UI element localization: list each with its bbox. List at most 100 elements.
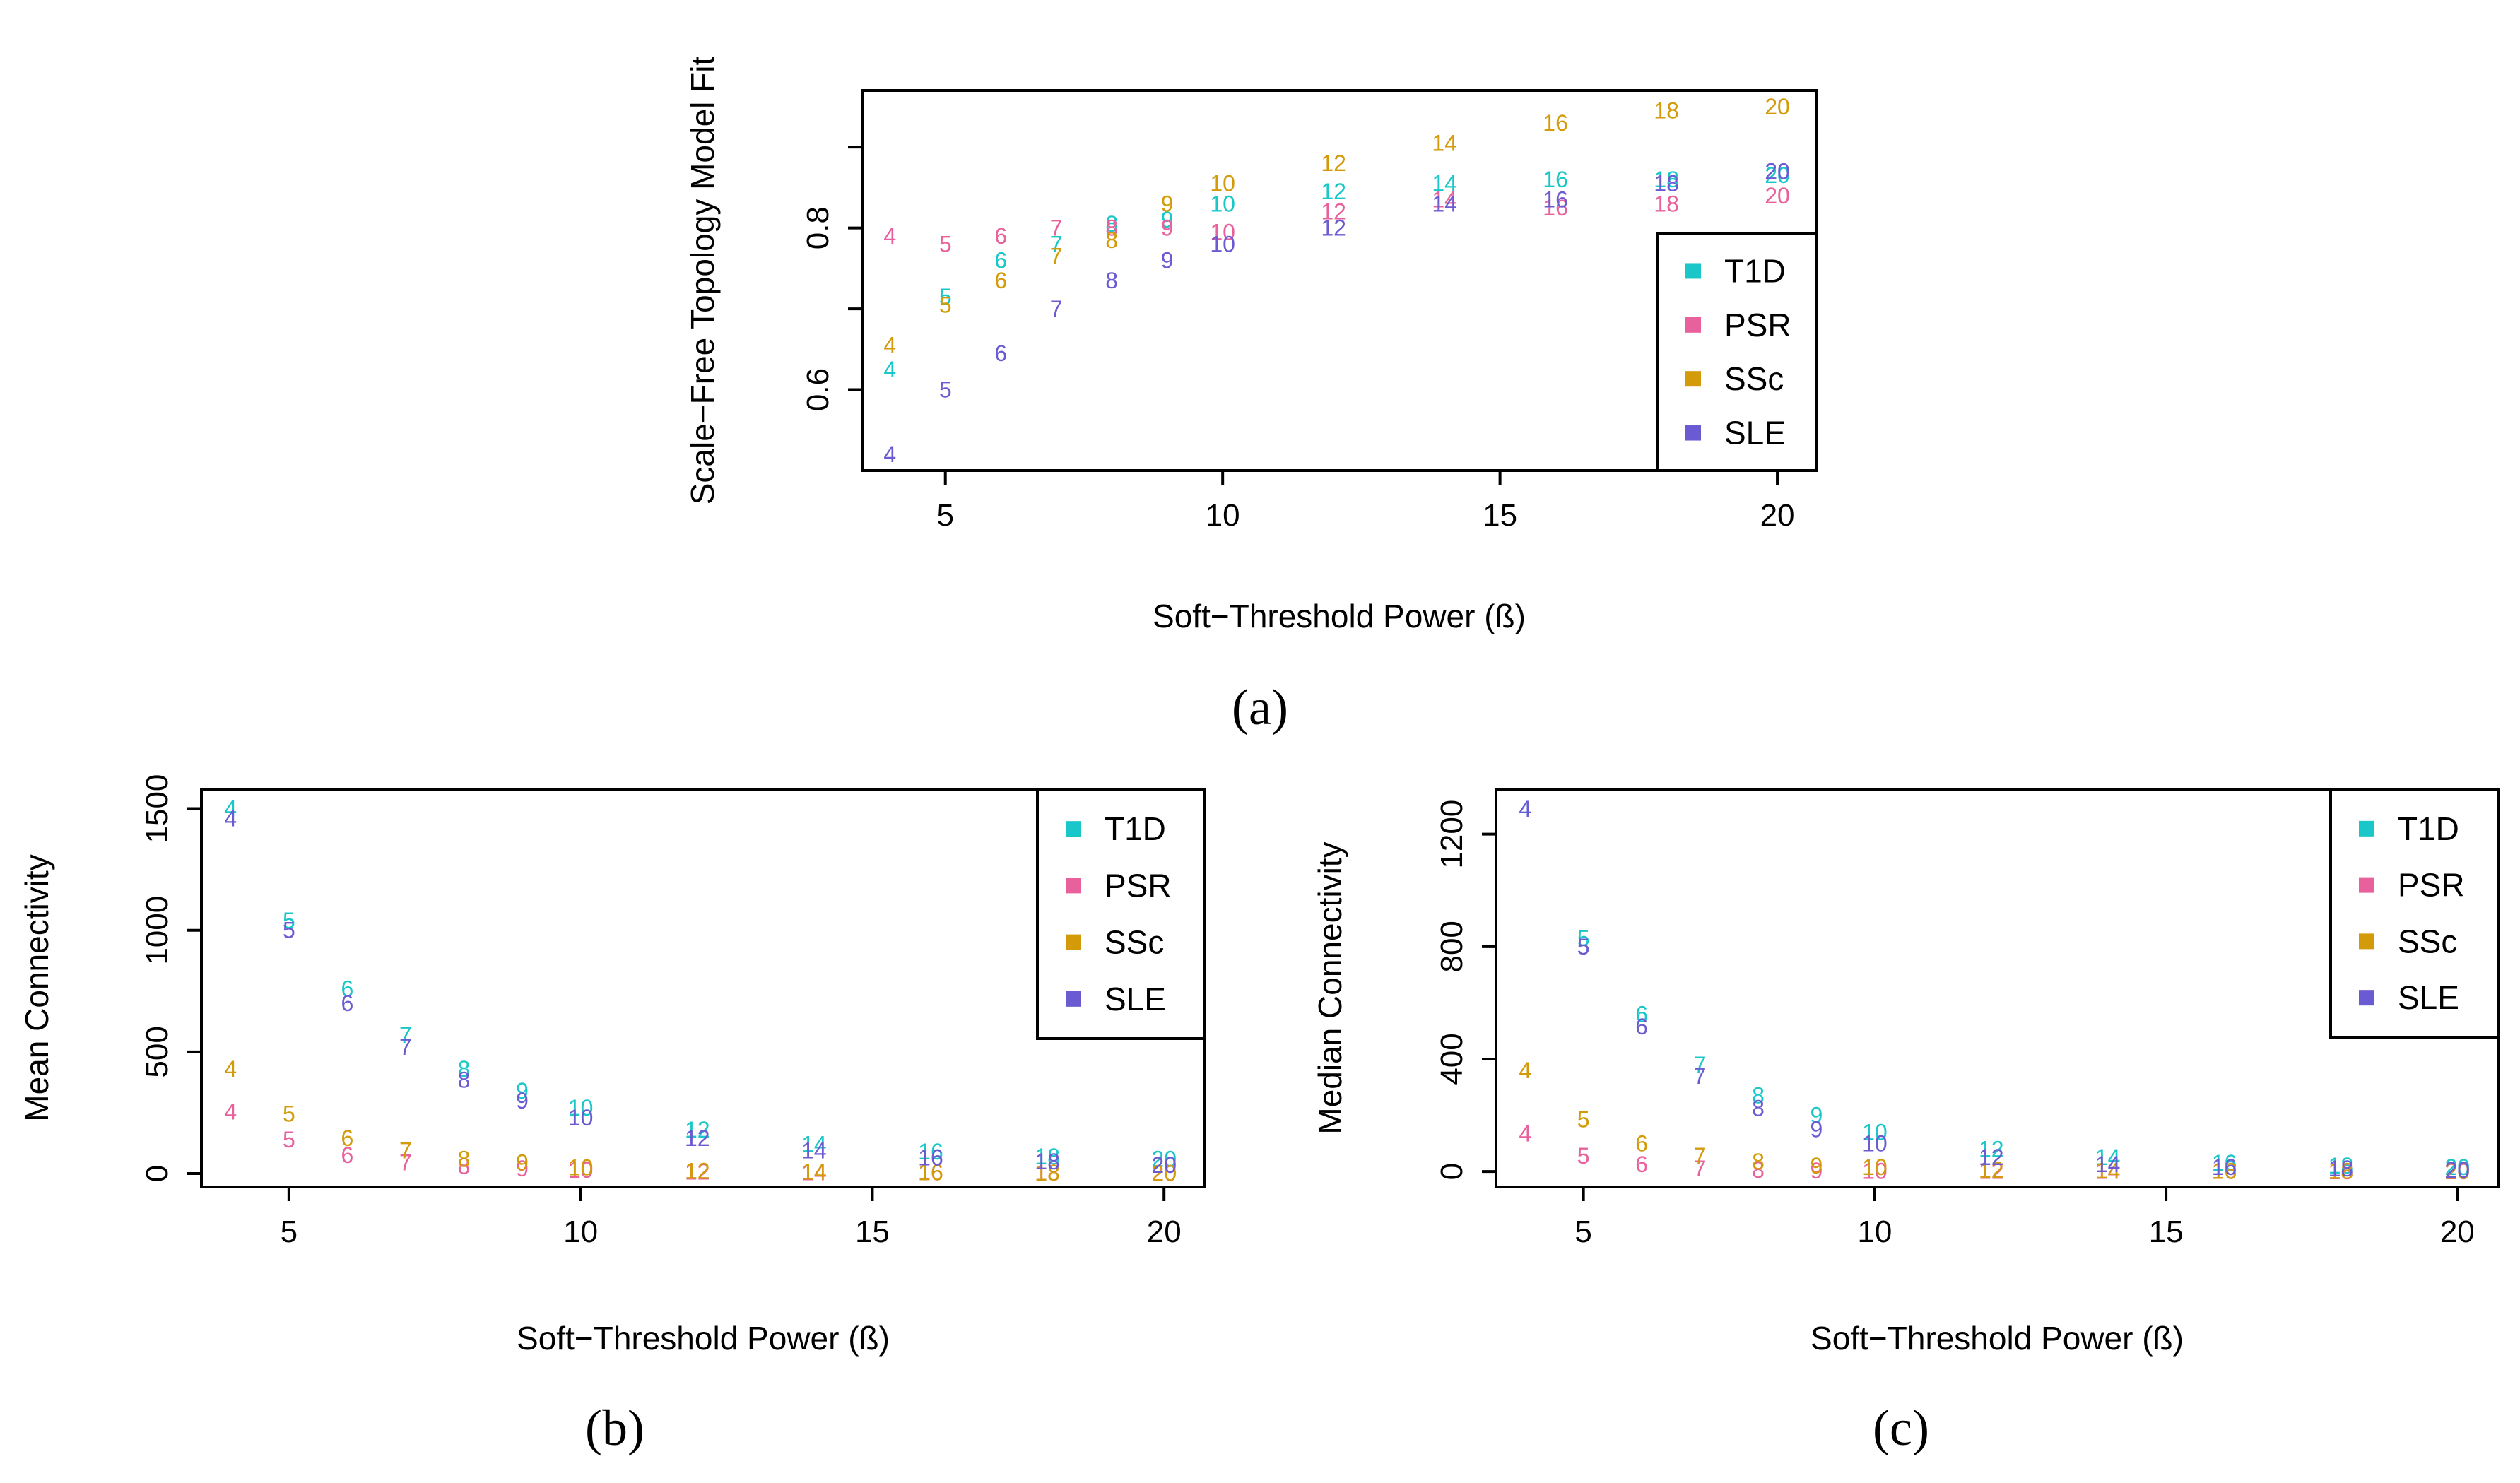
x-tick-label: 10: [1206, 498, 1240, 533]
chart-scale-free-fit: 5 10 15 20 0.6 0.8 Soft−Threshold Power (ß) Sca…: [684, 57, 1818, 735]
point-psr-4: 4: [224, 1099, 237, 1124]
point-t1d-12: 12: [1979, 1136, 2004, 1162]
point-sle-6: 6: [1635, 1014, 1648, 1039]
point-sle-10: 10: [568, 1105, 594, 1130]
x-tick-label: 10: [563, 1215, 598, 1249]
point-t1d-20: 20: [1151, 1146, 1177, 1171]
legend-label-ssc: SSc: [1724, 360, 1784, 397]
point-sle-20: 20: [1151, 1152, 1177, 1178]
x-tick-label: 5: [1574, 1215, 1591, 1249]
y-tick-label: 0: [1435, 1163, 1469, 1180]
point-psr-14: 14: [1432, 187, 1457, 213]
legend-swatch-sle: [1066, 991, 1081, 1007]
y-tick-label: 800: [1435, 921, 1469, 972]
legend-label-psr: PSR: [2398, 867, 2465, 904]
point-ssc-6: 6: [1635, 1130, 1648, 1156]
point-ssc-8: 8: [1105, 228, 1118, 253]
point-t1d-5: 5: [939, 284, 952, 309]
point-ssc-6: 6: [341, 1125, 353, 1151]
point-psr-18: 18: [2328, 1159, 2354, 1184]
chart-median-connectivity: 5 10 15 20 0 400 800 1200 Soft−Threshold Power (…: [1312, 788, 2500, 1456]
point-psr-7: 7: [1694, 1156, 1707, 1181]
point-sle-4: 4: [224, 805, 237, 831]
point-ssc-12: 12: [685, 1159, 710, 1184]
x-axis-label: Soft−Threshold Power (ß): [1153, 598, 1526, 634]
point-ssc-7: 7: [1050, 244, 1063, 269]
legend-swatch-sle: [2359, 990, 2374, 1006]
point-t1d-4: 4: [224, 796, 237, 822]
point-psr-4: 4: [883, 223, 896, 249]
point-psr-10: 10: [1210, 219, 1235, 244]
point-psr-5: 5: [939, 231, 952, 256]
panel-label: (a): [1232, 679, 1288, 735]
point-psr-16: 16: [918, 1160, 943, 1186]
y-tick-label: 500: [140, 1026, 175, 1077]
y-tick-label: 1000: [140, 896, 175, 965]
point-t1d-7: 7: [1050, 231, 1063, 256]
point-sle-9: 9: [1810, 1116, 1823, 1142]
point-t1d-10: 10: [568, 1095, 594, 1121]
y-tick-label: 1500: [140, 774, 175, 844]
point-ssc-8: 8: [458, 1146, 471, 1171]
x-tick-label: 15: [855, 1215, 890, 1249]
legend-label-t1d: T1D: [2398, 810, 2459, 847]
point-ssc-9: 9: [1810, 1153, 1823, 1178]
point-ssc-9: 9: [1161, 191, 1174, 216]
legend-label-t1d: T1D: [1105, 810, 1166, 847]
legend-box: [2329, 788, 2500, 1039]
point-t1d-9: 9: [1161, 207, 1174, 232]
point-psr-4: 4: [1519, 1121, 1531, 1146]
y-tick-label: 400: [1435, 1033, 1469, 1085]
point-t1d-9: 9: [1810, 1103, 1823, 1128]
point-sle-5: 5: [283, 918, 295, 943]
point-psr-8: 8: [1105, 215, 1118, 241]
point-psr-8: 8: [1752, 1157, 1765, 1183]
point-psr-7: 7: [1050, 215, 1063, 241]
plot-frame: [1495, 788, 2500, 1188]
legend-swatch-t1d: [1685, 263, 1701, 279]
legend-swatch-psr: [2359, 877, 2374, 893]
point-t1d-18: 18: [1035, 1144, 1060, 1169]
point-ssc-20: 20: [2444, 1159, 2470, 1184]
point-t1d-14: 14: [2095, 1145, 2121, 1170]
point-sle-8: 8: [458, 1067, 471, 1092]
point-t1d-16: 16: [918, 1139, 943, 1164]
point-t1d-4: 4: [883, 357, 896, 382]
point-psr-12: 12: [1979, 1159, 2004, 1184]
legend-swatch-sle: [1685, 425, 1701, 441]
point-t1d-16: 16: [1543, 167, 1568, 192]
point-ssc-8: 8: [1752, 1149, 1765, 1174]
point-ssc-4: 4: [1519, 1058, 1531, 1083]
point-t1d-14: 14: [1432, 171, 1457, 196]
point-sle-10: 10: [1210, 231, 1235, 256]
point-t1d-16: 16: [2212, 1150, 2237, 1176]
point-psr-14: 14: [2095, 1159, 2121, 1184]
point-psr-20: 20: [1151, 1160, 1177, 1186]
point-psr-7: 7: [399, 1150, 412, 1176]
point-t1d-10: 10: [1210, 191, 1235, 216]
point-sle-9: 9: [516, 1088, 529, 1113]
point-sle-10: 10: [1862, 1130, 1888, 1156]
point-ssc-5: 5: [1577, 1107, 1590, 1133]
legend-swatch-psr: [1685, 317, 1701, 333]
point-ssc-4: 4: [224, 1056, 237, 1082]
point-ssc-7: 7: [399, 1138, 412, 1163]
y-axis-label: Median Connectivity: [1312, 841, 1348, 1134]
point-t1d-8: 8: [1105, 211, 1118, 237]
point-t1d-8: 8: [1752, 1083, 1765, 1109]
y-tick-label: 0.6: [801, 368, 835, 411]
point-sle-9: 9: [1161, 247, 1174, 273]
x-tick-label: 15: [1483, 498, 1517, 533]
point-sle-14: 14: [801, 1138, 827, 1163]
legend-label-sle: SLE: [1105, 981, 1166, 1017]
x-axis-label: Soft−Threshold Power (ß): [1810, 1320, 2184, 1357]
point-psr-16: 16: [2212, 1159, 2237, 1184]
legend-label-psr: PSR: [1105, 867, 1172, 904]
point-sle-12: 12: [685, 1125, 710, 1151]
legend-box: [1656, 232, 1818, 472]
point-sle-7: 7: [399, 1034, 412, 1060]
point-t1d-6: 6: [341, 976, 353, 1001]
point-sle-16: 16: [918, 1145, 943, 1171]
point-ssc-16: 16: [1543, 110, 1568, 136]
